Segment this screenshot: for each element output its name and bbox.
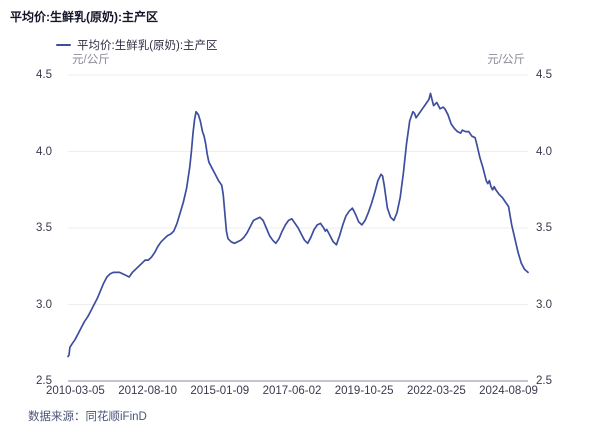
data-source-note: 数据来源：同花顺iFinD [28, 411, 147, 423]
x-tick-label: 2015-01-09 [190, 385, 250, 397]
right-y-tick-label: 3.5 [536, 222, 552, 234]
legend-label: 平均价:生鲜乳(原奶):主产区 [77, 40, 218, 52]
left-y-tick-label: 3.5 [36, 222, 52, 234]
left-axis-unit-label: 元/公斤 [72, 54, 110, 66]
plot-area [67, 74, 529, 382]
left-y-tick-label: 3.0 [36, 298, 52, 311]
x-axis-labels: 2010-03-05 2012-08-10 2015-01-09 2017-06-02… [46, 385, 538, 397]
right-y-tick-label: 2.5 [536, 375, 552, 387]
right-axis-unit-label: 元/公斤 [487, 54, 525, 66]
x-tick-label: 2022-03-25 [406, 385, 466, 397]
right-y-tick-label: 4.5 [536, 69, 552, 81]
x-tick-label: 2010-03-05 [46, 385, 105, 397]
right-y-tick-label: 3.0 [536, 298, 552, 311]
x-tick-label: 2024-08-09 [479, 385, 538, 397]
left-y-tick-label: 4.0 [36, 145, 52, 158]
price-line-series [67, 92, 529, 358]
right-y-tick-label: 4.0 [536, 145, 552, 158]
x-tick-label: 2019-10-25 [334, 385, 394, 397]
left-y-tick-label: 2.5 [36, 375, 52, 387]
x-tick-label: 2017-06-02 [262, 385, 322, 397]
legend: 平均价:生鲜乳(原奶):主产区 [56, 37, 218, 53]
price-line-chart [67, 74, 529, 382]
legend-line-marker-icon [56, 44, 71, 46]
left-y-tick-label: 4.5 [36, 69, 52, 81]
page-title: 平均价:生鲜乳(原奶):主产区 [10, 10, 158, 24]
x-tick-label: 2012-08-10 [118, 385, 178, 397]
